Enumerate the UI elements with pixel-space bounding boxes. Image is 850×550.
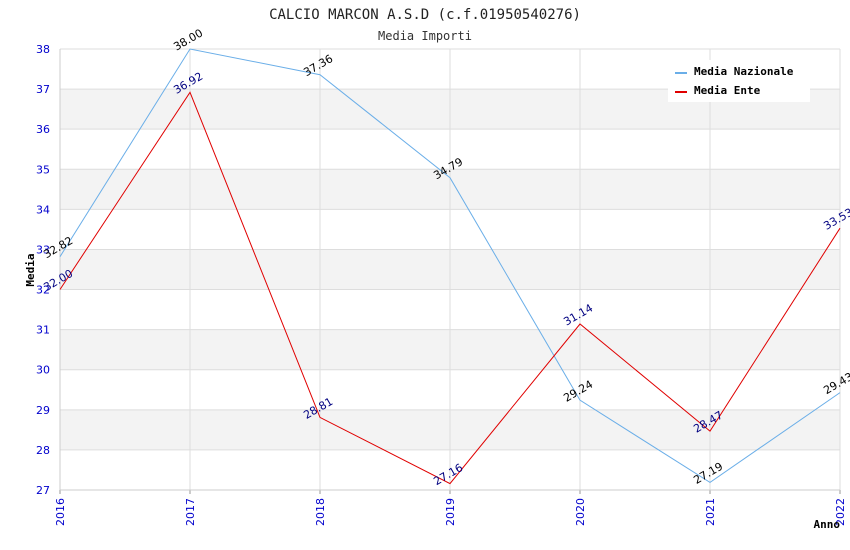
chart-subtitle: Media Importi	[378, 29, 472, 43]
x-tick-label-2017: 2017	[184, 498, 197, 526]
y-tick-label-34: 34	[36, 203, 50, 216]
data-label-media-nazionale-2021: 27.19	[691, 460, 725, 487]
y-tick-label-33: 33	[36, 243, 50, 256]
x-axis-label: Anno	[814, 518, 841, 531]
data-label-media-nazionale-2022: 29.43	[821, 370, 850, 397]
x-tick-label-2022: 2022	[834, 498, 847, 526]
data-label-media-nazionale-2020: 29.24	[561, 378, 595, 405]
x-tick-label-2019: 2019	[444, 498, 457, 526]
y-tick-labels: 27 28 29 30 31 32 33 34 35 36 37 38	[36, 43, 50, 497]
x-tick-label-2016: 2016	[54, 498, 67, 526]
y-tick-label-35: 35	[36, 163, 50, 176]
x-tick-label-2021: 2021	[704, 498, 717, 526]
legend-label-media-nazionale: Media Nazionale	[694, 65, 794, 78]
y-tick-label-28: 28	[36, 444, 50, 457]
y-tick-label-37: 37	[36, 83, 50, 96]
y-tick-label-27: 27	[36, 484, 50, 497]
y-tick-label-32: 32	[36, 284, 50, 297]
y-tick-label-31: 31	[36, 324, 50, 337]
series-lines	[59, 48, 841, 485]
y-tick-label-30: 30	[36, 364, 50, 377]
y-tick-label-29: 29	[36, 404, 50, 417]
x-tick-labels: 2016 2017 2018 2019 2020 2021 2022	[54, 498, 847, 526]
x-tick-label-2020: 2020	[574, 498, 587, 526]
chart-title: CALCIO MARCON A.S.D (c.f.01950540276)	[269, 7, 581, 23]
data-label-media-ente-2019: 27.16	[431, 461, 465, 488]
legend-box	[668, 60, 810, 102]
series-line-media-nazionale	[59, 48, 841, 483]
y-tick-label-36: 36	[36, 123, 50, 136]
legend-label-media-ente: Media Ente	[694, 84, 761, 97]
y-axis-label: Media	[24, 253, 37, 286]
series-line-media-ente	[59, 91, 841, 485]
x-tick-label-2018: 2018	[314, 498, 327, 526]
y-tick-label-38: 38	[36, 43, 50, 56]
legend: Media Nazionale Media Ente	[668, 60, 810, 102]
data-label-media-nazionale-2018: 37.36	[301, 52, 335, 79]
data-label-media-ente-2020: 31.14	[561, 301, 595, 328]
